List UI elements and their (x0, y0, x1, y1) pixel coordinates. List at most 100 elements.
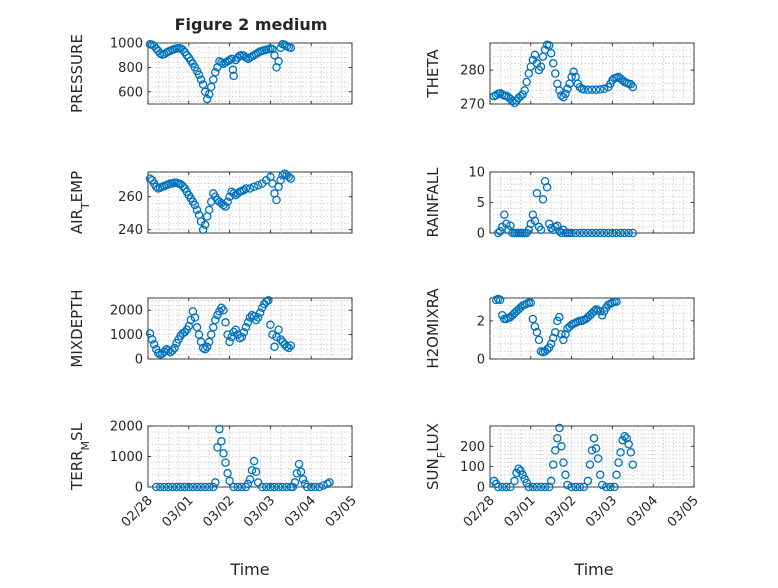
y-tick-label: 270 (460, 98, 485, 113)
data-point (298, 475, 308, 484)
data-point (553, 221, 562, 230)
data-point (266, 320, 275, 330)
data-point (567, 482, 576, 492)
x-tick-label: 03/01 (160, 493, 197, 530)
x-tick-label: 03/02 (542, 493, 579, 530)
data-point (616, 228, 625, 238)
data-point (540, 482, 550, 492)
subplot-h2omixra: 0 2 H2OMIXRA (424, 288, 695, 369)
data-point (276, 335, 285, 344)
data-point (325, 478, 334, 487)
data-point (514, 464, 523, 473)
data-point (245, 475, 255, 484)
data-point (206, 330, 216, 339)
data-point (251, 467, 261, 477)
data-point (221, 202, 230, 211)
data-point (532, 328, 542, 337)
y-tick-label: 0 (135, 353, 143, 368)
data-point (571, 228, 580, 238)
data-point (591, 228, 601, 238)
y-axis-label: PRESSURE (68, 34, 86, 113)
data-point (253, 180, 263, 190)
data-point (587, 85, 597, 95)
subplot-sun-flux: 02/28 03/01 03/02 03/03 03/04 03/05 0 100 200 SUN… (424, 423, 702, 530)
y-tick-label: 0 (477, 353, 485, 368)
data-point (243, 479, 253, 489)
data-point (315, 482, 324, 492)
data-point (579, 228, 589, 238)
data-point (200, 220, 210, 230)
data-point (204, 482, 214, 492)
data-point (178, 181, 187, 191)
data-point (536, 225, 546, 235)
y-tick-label: 1000 (110, 450, 143, 465)
y-tick-label: 0 (477, 481, 485, 496)
data-point (253, 313, 263, 322)
data-point (612, 297, 621, 307)
data-point (591, 444, 601, 453)
data-point (575, 482, 585, 492)
data-point (213, 443, 222, 452)
data-point (491, 90, 501, 100)
data-point (180, 327, 189, 337)
data-point (223, 197, 232, 206)
data-point (241, 323, 251, 332)
data-point (624, 228, 633, 238)
data-point (149, 340, 159, 349)
data-point (170, 343, 179, 353)
data-point (493, 482, 503, 492)
data-point (604, 228, 613, 238)
data-point (618, 435, 627, 445)
x-tick-label: 03/05 (665, 493, 702, 530)
data-point (563, 480, 572, 490)
data-point (595, 85, 605, 94)
data-point (178, 45, 187, 54)
data-point (557, 442, 566, 451)
data-point (311, 482, 320, 492)
data-point (151, 482, 161, 492)
data-point (614, 458, 623, 467)
data-point (302, 482, 312, 492)
data-point (608, 228, 617, 238)
data-point (579, 482, 589, 492)
data-point (626, 448, 636, 457)
x-axis-label-left: Time (229, 560, 269, 579)
data-point (262, 297, 271, 306)
data-point (200, 344, 210, 354)
data-point (286, 341, 296, 350)
y-axis-label: AIRTEMP (68, 171, 92, 234)
data-point (225, 337, 234, 347)
subplot-pressure: 600 800 1000 PRESSURE (68, 34, 353, 113)
data-point (522, 77, 531, 87)
data-point (221, 458, 230, 467)
y-tick-label: 1000 (110, 37, 143, 52)
data-point (243, 318, 253, 327)
data-point (188, 482, 198, 492)
data-point (559, 335, 568, 345)
data-point (194, 70, 204, 79)
data-point (172, 482, 181, 492)
data-point (284, 172, 294, 182)
data-point (561, 470, 570, 480)
subplot-terr-msl: 02/28 03/01 03/02 03/03 03/04 03/05 0 1000 2000 T… (68, 420, 360, 531)
data-point (495, 226, 505, 236)
data-point (249, 456, 259, 466)
data-point (510, 98, 519, 108)
data-point (190, 200, 200, 210)
data-point (239, 327, 249, 337)
data-point (153, 348, 163, 358)
x-tick-label: 03/04 (282, 493, 319, 530)
y-tick-label: 100 (460, 460, 485, 475)
data-point (149, 41, 159, 51)
data-point (624, 440, 633, 449)
data-point (542, 345, 552, 354)
data-point (229, 71, 238, 81)
data-point (184, 482, 194, 492)
y-tick-label: 1000 (110, 328, 143, 343)
data-point (190, 313, 200, 322)
y-tick-label: 240 (118, 223, 143, 238)
data-point (292, 469, 302, 478)
data-point (233, 482, 243, 492)
subplot-air-temp: 240 260 AIRTEMP (68, 169, 353, 238)
